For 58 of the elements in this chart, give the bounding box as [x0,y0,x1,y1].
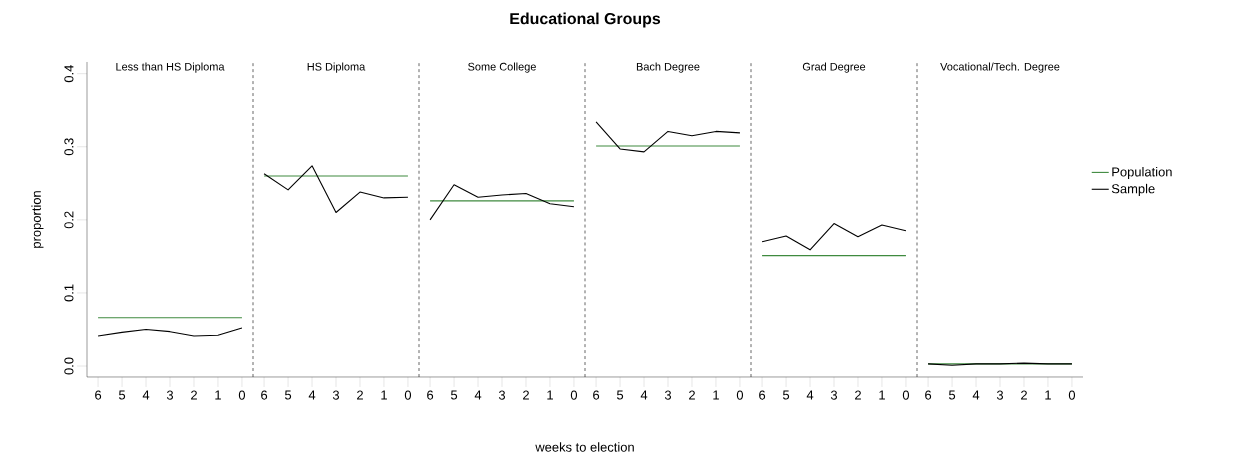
x-tick-label: 0 [902,390,910,400]
y-axis-title: proportion [31,191,44,248]
chart-title: Vocational/Tech. Degree [940,62,1060,73]
x-tick-label: 6 [427,390,434,400]
x-tick-label: 4 [142,390,150,400]
x-tick-label: 6 [95,390,102,400]
x-tick-label: 6 [593,390,600,400]
x-tick-label: 5 [284,390,292,400]
legend-label: Population [1112,166,1172,180]
x-tick-label: 2 [1021,390,1027,400]
x-tick-label: 3 [332,390,340,400]
x-tick-label: 1 [381,390,387,400]
text: weeks to election [535,442,634,452]
x-tick-label: 5 [118,390,126,400]
x-tick-label: 3 [830,390,838,400]
x-tick-label: 5 [450,390,458,400]
x-tick-label: 2 [357,390,363,400]
x-tick-label: 3 [664,390,672,400]
chart-title: Less than HS Diploma [116,62,225,73]
x-tick-label: 4 [308,390,316,400]
x-tick-label: 0 [1068,390,1076,400]
x-tick-label: 1 [1045,390,1051,400]
y-tick-label: 0.2 [64,211,74,229]
x-tick-label: 6 [759,390,766,400]
x-tick-label: 1 [713,390,719,400]
chart-title: Some College [468,62,536,73]
x-tick-label: 5 [616,390,624,400]
x-tick-label: 3 [498,390,506,400]
x-tick-label: 4 [806,390,814,400]
x-tick-label: 0 [238,390,246,400]
chart-title: Grad Degree [802,62,866,73]
x-tick-label: 3 [996,390,1004,400]
text: Educational Groups [510,12,661,28]
x-tick-label: 6 [925,390,932,400]
chart-title: Bach Degree [636,62,700,73]
x-tick-label: 5 [782,390,790,400]
x-tick-label: 1 [879,390,885,400]
legend-label: Sample [1111,183,1155,196]
x-tick-label: 4 [640,390,648,400]
x-tick-label: 5 [948,390,956,400]
x-tick-label: 4 [474,390,482,400]
x-tick-label: 1 [547,390,553,400]
x-tick-label: 2 [191,390,197,400]
y-tick-label: 0.1 [64,284,74,302]
y-tick-label: 0.0 [64,357,74,375]
x-tick-label: 2 [523,390,529,400]
x-tick-label: 3 [166,390,174,400]
x-tick-label: 4 [972,390,980,400]
x-tick-label: 0 [404,390,412,400]
chart-title: HS Diploma [307,62,366,73]
x-tick-label: 0 [570,390,578,400]
x-tick-label: 2 [689,390,695,400]
x-tick-label: 1 [215,390,221,400]
x-tick-label: 6 [261,390,268,400]
x-tick-label: 2 [855,390,861,400]
x-tick-label: 0 [736,390,744,400]
y-tick-label: 0.4 [64,65,74,83]
y-tick-label: 0.3 [64,138,74,156]
